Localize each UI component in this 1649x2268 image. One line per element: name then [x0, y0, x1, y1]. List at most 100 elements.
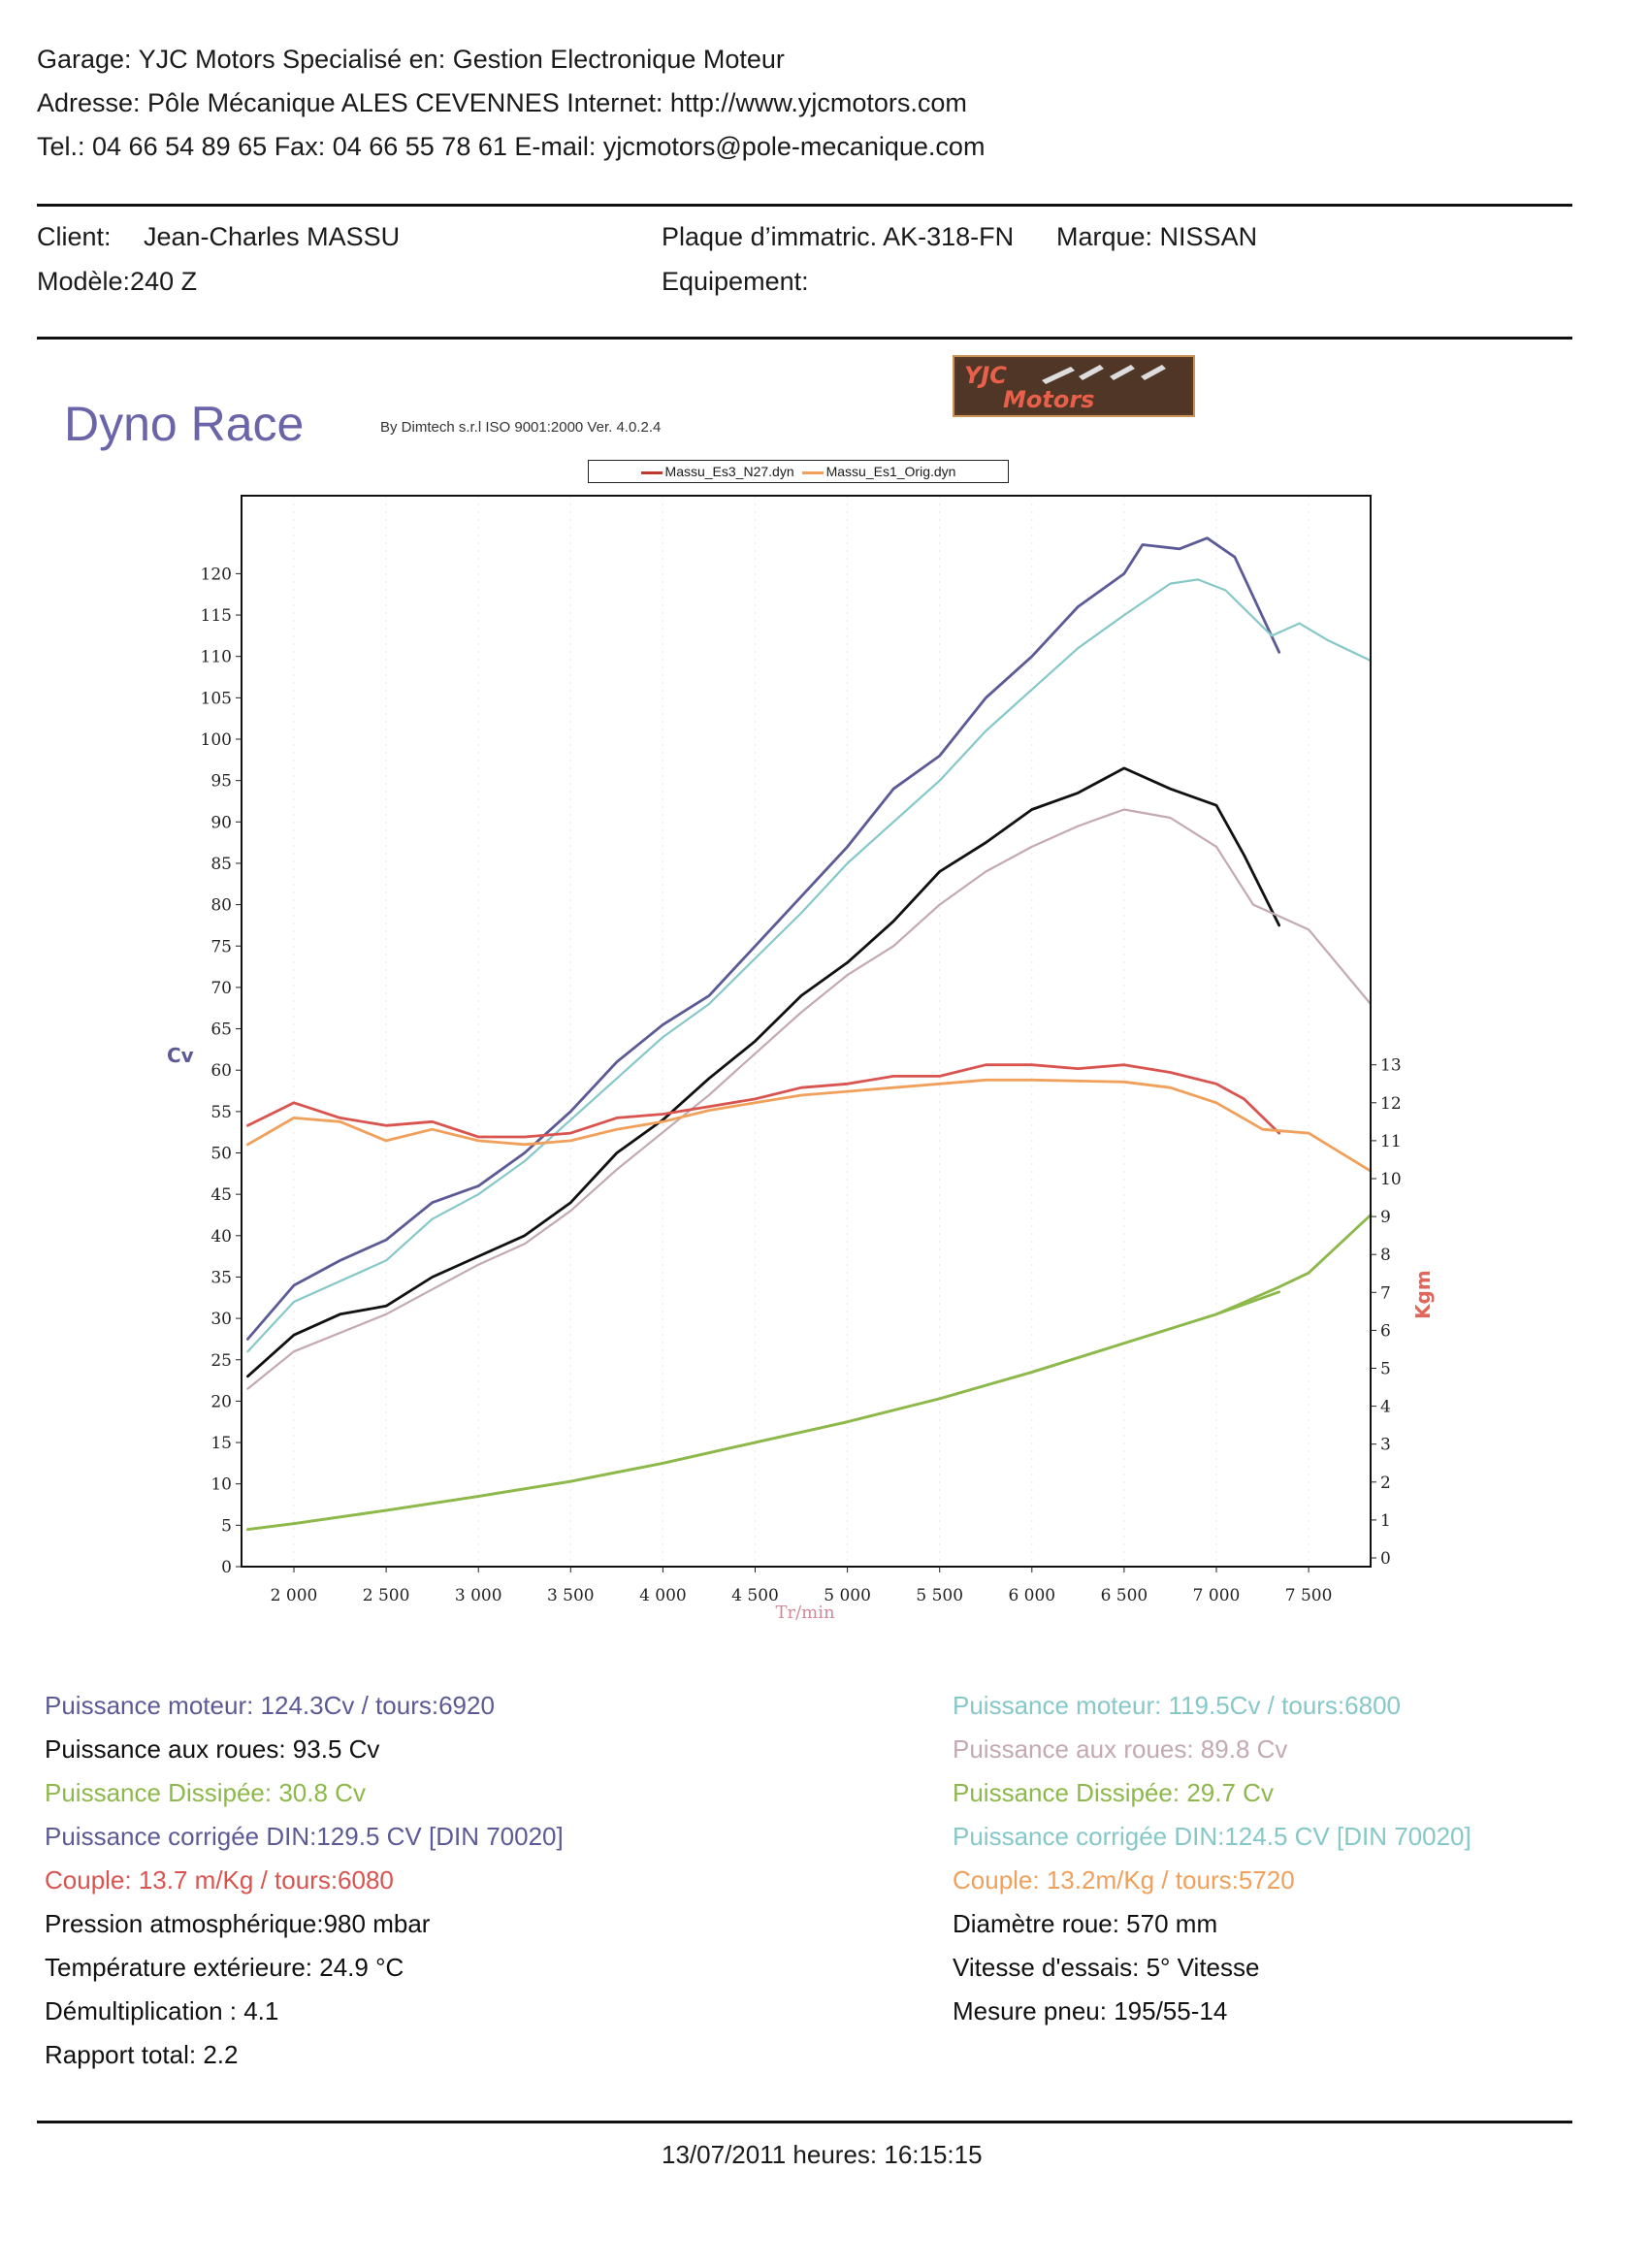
x-axis-label: Tr/min	[775, 1603, 835, 1623]
y2-tick-label: 1	[1380, 1511, 1391, 1531]
legend-item-es1: Massu_Es1_Orig.dyn	[801, 464, 956, 479]
y-tick-label: 75	[210, 937, 232, 956]
series-line-7	[245, 1214, 1373, 1531]
divider-mid	[37, 337, 1572, 340]
plate-number: Plaque d’immatric. AK-318-FN	[662, 222, 1015, 251]
divider-bottom	[37, 2121, 1572, 2123]
result-left-0: Puissance moteur: 124.3Cv / tours:6920	[45, 1691, 495, 1720]
y2-tick-label: 5	[1380, 1360, 1391, 1379]
legend-swatch-es3	[640, 470, 663, 474]
y-axis-label: Cv	[167, 1044, 194, 1067]
x-tick-label: 4 000	[639, 1586, 687, 1605]
result-right-2: Puissance Dissipée: 29.7 Cv	[953, 1778, 1274, 1807]
y-tick-label: 95	[210, 772, 232, 792]
y-tick-label: 105	[201, 689, 232, 708]
y2-tick-label: 6	[1380, 1321, 1391, 1341]
x-tick-label: 3 000	[455, 1586, 502, 1605]
software-subtitle: By Dimtech s.r.l ISO 9001:2000 Ver. 4.0.…	[380, 419, 662, 436]
y2-tick-label: 0	[1380, 1549, 1391, 1569]
model: Modèle:240 Z	[37, 267, 198, 296]
client-label: Client:	[37, 222, 112, 251]
x-tick-label: 5 500	[916, 1586, 963, 1605]
result-right-3: Puissance corrigée DIN:124.5 CV [DIN 700…	[953, 1822, 1471, 1851]
y-tick-label: 5	[221, 1516, 232, 1536]
x-tick-label: 5 000	[824, 1586, 871, 1605]
result-right-4: Couple: 13.2m/Kg / tours:5720	[953, 1865, 1295, 1895]
logo-text-top: YJC	[964, 362, 1007, 389]
x-tick-label: 4 500	[731, 1586, 779, 1605]
result-left-8: Rapport total: 2.2	[45, 2040, 239, 2069]
result-left-6: Température extérieure: 24.9 °C	[45, 1953, 404, 1982]
y-tick-label: 55	[210, 1103, 232, 1122]
y2-tick-label: 11	[1380, 1132, 1402, 1151]
y-tick-label: 45	[210, 1185, 232, 1205]
y-tick-label: 25	[210, 1351, 232, 1371]
y-tick-label: 65	[210, 1021, 232, 1040]
y2-tick-label: 3	[1380, 1436, 1391, 1455]
y-tick-label: 40	[210, 1227, 232, 1247]
garage-line: Garage: YJC Motors Specialisé en: Gestio…	[37, 45, 785, 74]
y-tick-label: 120	[201, 565, 232, 584]
y-tick-label: 100	[201, 730, 232, 750]
y-tick-label: 50	[210, 1145, 232, 1164]
series-line-5	[245, 1078, 1373, 1173]
plot-frame	[241, 495, 1372, 1568]
legend-swatch-es1	[801, 470, 824, 474]
x-tick-label: 3 500	[547, 1586, 595, 1605]
y-tick-label: 80	[210, 896, 232, 916]
chart-legend: Massu_Es3_N27.dyn Massu_Es1_Orig.dyn	[588, 460, 1009, 483]
y2-tick-label: 4	[1380, 1398, 1391, 1417]
series-line-4	[245, 1063, 1281, 1139]
result-right-7: Mesure pneu: 195/55-14	[953, 1996, 1228, 2025]
y2-tick-label: 9	[1380, 1208, 1391, 1227]
result-left-5: Pression atmosphérique:980 mbar	[45, 1909, 431, 1938]
software-title: Dyno Race	[64, 397, 305, 451]
yjc-motors-logo: YJC Motors	[953, 355, 1195, 417]
y-tick-label: 60	[210, 1061, 232, 1081]
y2-tick-label: 2	[1380, 1474, 1391, 1493]
client-value: Jean-Charles MASSU	[144, 222, 401, 251]
series-line-3	[246, 808, 1373, 1390]
y2-tick-label: 8	[1380, 1246, 1391, 1265]
x-tick-label: 6 500	[1101, 1586, 1148, 1605]
result-right-5: Diamètre roue: 570 mm	[953, 1909, 1218, 1938]
y-tick-label: 0	[221, 1558, 232, 1577]
logo-graphic: YJC Motors	[956, 359, 1191, 413]
legend-item-es3: Massu_Es3_N27.dyn	[640, 464, 794, 479]
legend-label-es3: Massu_Es3_N27.dyn	[664, 464, 794, 479]
series-line-2	[245, 766, 1281, 1378]
contact-line: Tel.: 04 66 54 89 65 Fax: 04 66 55 78 61…	[37, 132, 986, 161]
y2-tick-label: 13	[1380, 1056, 1402, 1076]
y-tick-label: 115	[201, 606, 232, 626]
divider-top	[37, 204, 1572, 207]
result-right-0: Puissance moteur: 119.5Cv / tours:6800	[953, 1691, 1401, 1720]
test-timestamp: 13/07/2011 heures: 16:15:15	[662, 2140, 983, 2169]
y-tick-label: 110	[201, 648, 232, 667]
checkered-flag-icon	[1042, 365, 1166, 384]
y2-tick-label: 7	[1380, 1283, 1391, 1303]
y-tick-label: 85	[210, 855, 232, 874]
y2-axis-label: Kgm	[1411, 1270, 1435, 1319]
y2-tick-label: 10	[1380, 1170, 1402, 1189]
y-tick-label: 35	[210, 1268, 232, 1287]
y-tick-label: 90	[210, 813, 232, 832]
x-tick-label: 6 000	[1008, 1586, 1055, 1605]
series-line-1	[246, 578, 1373, 1353]
y2-tick-label: 12	[1380, 1094, 1402, 1114]
address-line: Adresse: Pôle Mécanique ALES CEVENNES In…	[37, 88, 967, 117]
x-tick-label: 2 500	[363, 1586, 410, 1605]
result-left-4: Couple: 13.7 m/Kg / tours:6080	[45, 1865, 394, 1895]
legend-label-es1: Massu_Es1_Orig.dyn	[825, 464, 956, 479]
y-tick-label: 20	[210, 1392, 232, 1411]
series-line-0	[245, 536, 1281, 1341]
y-tick-label: 30	[210, 1310, 232, 1329]
x-tick-label: 7 000	[1193, 1586, 1241, 1605]
result-right-6: Vitesse d'essais: 5° Vitesse	[953, 1953, 1260, 1982]
result-right-1: Puissance aux roues: 89.8 Cv	[953, 1734, 1288, 1764]
x-tick-label: 2 000	[271, 1586, 318, 1605]
equipment: Equipement:	[662, 267, 809, 296]
result-left-7: Démultiplication : 4.1	[45, 1996, 279, 2025]
result-left-2: Puissance Dissipée: 30.8 Cv	[45, 1778, 366, 1807]
y-tick-label: 15	[210, 1434, 232, 1453]
x-tick-label: 7 500	[1285, 1586, 1333, 1605]
